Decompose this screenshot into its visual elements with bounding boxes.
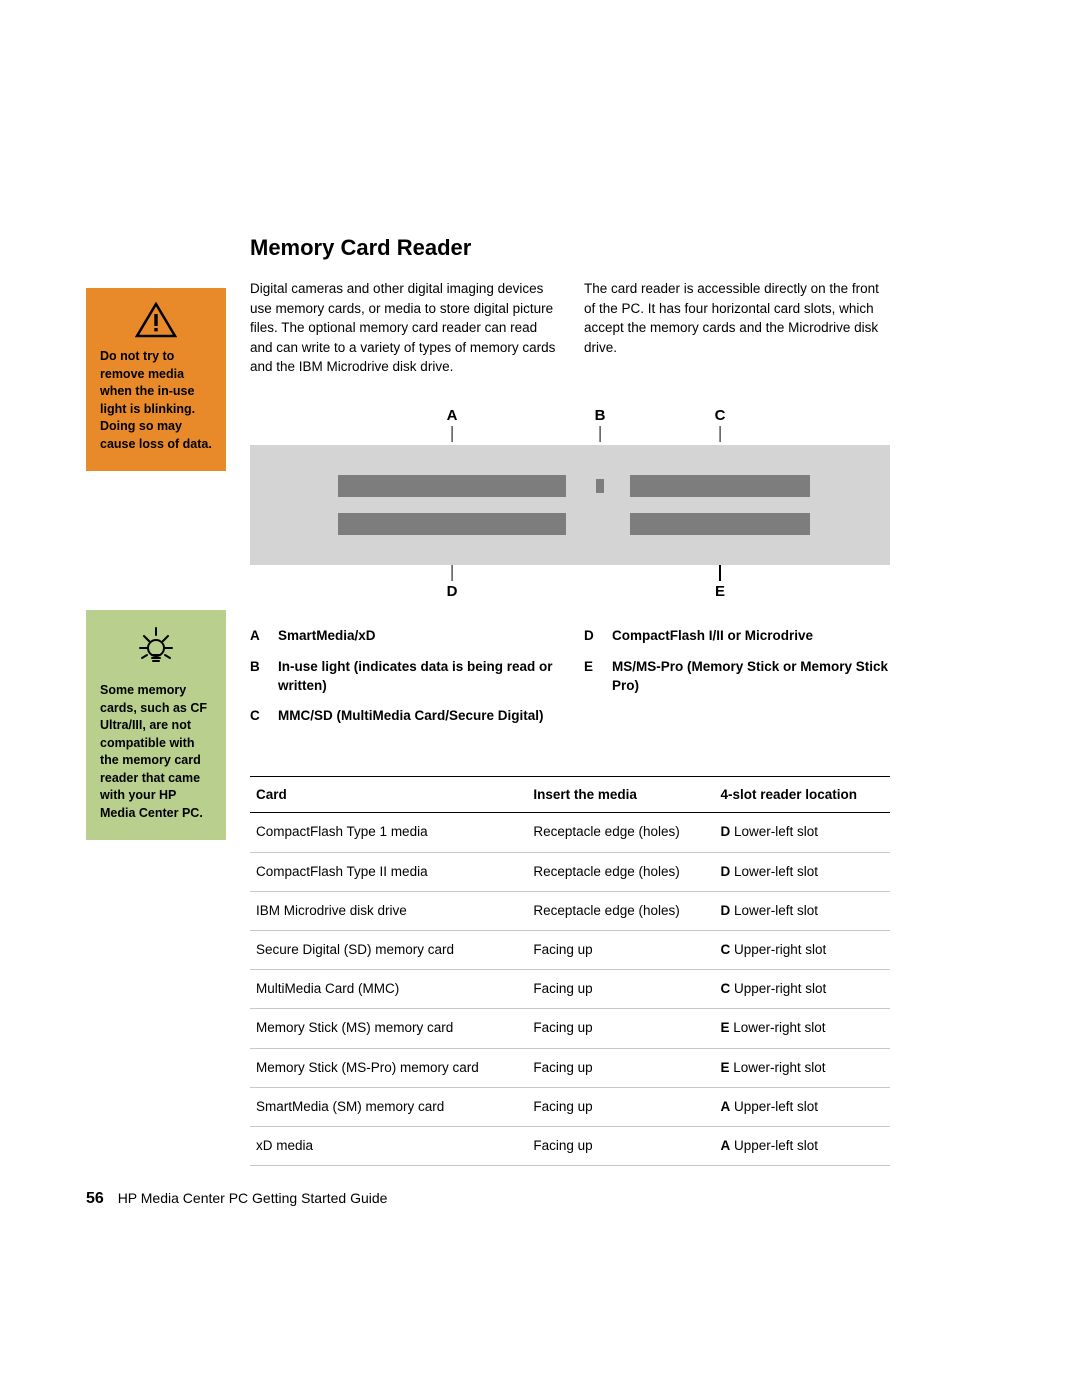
table-row: SmartMedia (SM) memory cardFacing upA Up…	[250, 1087, 890, 1126]
table-cell: IBM Microdrive disk drive	[250, 891, 527, 930]
in-use-led	[596, 479, 604, 493]
page-title: Memory Card Reader	[250, 235, 890, 261]
legend-right-column: DCompactFlash I/II or Microdrive EMS/MS-P…	[584, 627, 890, 739]
diagram-legend: ASmartMedia/xD BIn-use light (indicates d…	[250, 627, 890, 739]
diagram-labels-bottom: DE	[250, 565, 890, 603]
diagram-labels-top: A B C	[250, 407, 890, 445]
tip-text: Some memory cards, such as CF Ultra/III,…	[100, 683, 207, 820]
table-header: Insert the media	[527, 777, 714, 813]
main-content: Memory Card Reader Digital cameras and o…	[250, 235, 890, 1166]
table-cell: Receptacle edge (holes)	[527, 891, 714, 930]
diagram-label-D: D	[447, 565, 458, 600]
table-cell: E Lower-right slot	[714, 1009, 890, 1048]
page-number: 56	[86, 1190, 104, 1207]
table-cell: Facing up	[527, 970, 714, 1009]
card-reader-diagram: ABC DE	[250, 407, 890, 603]
table-cell: CompactFlash Type II media	[250, 852, 527, 891]
page: Do not try to remove media when the in-u…	[0, 0, 1080, 1397]
page-footer: 56 HP Media Center PC Getting Started Gu…	[86, 1190, 387, 1208]
table-cell: Memory Stick (MS) memory card	[250, 1009, 527, 1048]
table-header: Card	[250, 777, 527, 813]
intro-right: The card reader is accessible directly o…	[584, 279, 890, 377]
table-cell: Secure Digital (SD) memory card	[250, 931, 527, 970]
table-cell: Receptacle edge (holes)	[527, 852, 714, 891]
table-row: Memory Stick (MS) memory cardFacing upE …	[250, 1009, 890, 1048]
table-cell: C Upper-right slot	[714, 970, 890, 1009]
table-cell: SmartMedia (SM) memory card	[250, 1087, 527, 1126]
tip-callout: Some memory cards, such as CF Ultra/III,…	[86, 610, 226, 840]
table-cell: Facing up	[527, 1048, 714, 1087]
intro-left: Digital cameras and other digital imagin…	[250, 279, 556, 377]
table-cell: C Upper-right slot	[714, 931, 890, 970]
table-header-row: CardInsert the media4-slot reader locati…	[250, 777, 890, 813]
table-cell: E Lower-right slot	[714, 1048, 890, 1087]
table-cell: A Upper-left slot	[714, 1127, 890, 1166]
table-cell: xD media	[250, 1127, 527, 1166]
slot-D	[338, 513, 566, 535]
table-cell: D Lower-left slot	[714, 852, 890, 891]
table-cell: Memory Stick (MS-Pro) memory card	[250, 1048, 527, 1087]
table-cell: Facing up	[527, 1127, 714, 1166]
table-cell: CompactFlash Type 1 media	[250, 813, 527, 852]
legend-item-A: ASmartMedia/xD	[250, 627, 556, 646]
warning-text: Do not try to remove media when the in-u…	[100, 349, 212, 451]
card-reader-body	[250, 445, 890, 565]
table-body: CompactFlash Type 1 mediaReceptacle edge…	[250, 813, 890, 1166]
slot-E	[630, 513, 810, 535]
table-cell: Facing up	[527, 1009, 714, 1048]
legend-item-E: EMS/MS-Pro (Memory Stick or Memory Stick…	[584, 658, 890, 696]
table-cell: Receptacle edge (holes)	[527, 813, 714, 852]
diagram-label-E: E	[715, 565, 725, 600]
legend-left-column: ASmartMedia/xD BIn-use light (indicates d…	[250, 627, 556, 739]
table-row: Memory Stick (MS-Pro) memory cardFacing …	[250, 1048, 890, 1087]
table-row: Secure Digital (SD) memory cardFacing up…	[250, 931, 890, 970]
table-row: xD mediaFacing upA Upper-left slot	[250, 1127, 890, 1166]
footer-text: HP Media Center PC Getting Started Guide	[118, 1190, 388, 1206]
table-cell: A Upper-left slot	[714, 1087, 890, 1126]
table-cell: Facing up	[527, 1087, 714, 1126]
legend-item-D: DCompactFlash I/II or Microdrive	[584, 627, 890, 646]
tip-icon	[132, 624, 180, 672]
table-row: IBM Microdrive disk driveReceptacle edge…	[250, 891, 890, 930]
slot-A	[338, 475, 566, 497]
table-header: 4-slot reader location	[714, 777, 890, 813]
table-cell: Facing up	[527, 931, 714, 970]
legend-item-C: CMMC/SD (MultiMedia Card/Secure Digital)	[250, 707, 556, 726]
diagram-label-C: C	[715, 407, 726, 442]
diagram-label-A: A	[447, 407, 458, 442]
table-row: CompactFlash Type II mediaReceptacle edg…	[250, 852, 890, 891]
slot-C	[630, 475, 810, 497]
table-row: CompactFlash Type 1 mediaReceptacle edge…	[250, 813, 890, 852]
diagram-label-B: B	[595, 407, 606, 442]
warning-callout: Do not try to remove media when the in-u…	[86, 288, 226, 471]
table-cell: D Lower-left slot	[714, 813, 890, 852]
intro-paragraphs: Digital cameras and other digital imagin…	[250, 279, 890, 377]
legend-item-B: BIn-use light (indicates data is being r…	[250, 658, 556, 696]
table-row: MultiMedia Card (MMC)Facing upC Upper-ri…	[250, 970, 890, 1009]
warning-icon	[135, 302, 177, 338]
table-cell: MultiMedia Card (MMC)	[250, 970, 527, 1009]
card-compatibility-table: CardInsert the media4-slot reader locati…	[250, 776, 890, 1166]
table-cell: D Lower-left slot	[714, 891, 890, 930]
